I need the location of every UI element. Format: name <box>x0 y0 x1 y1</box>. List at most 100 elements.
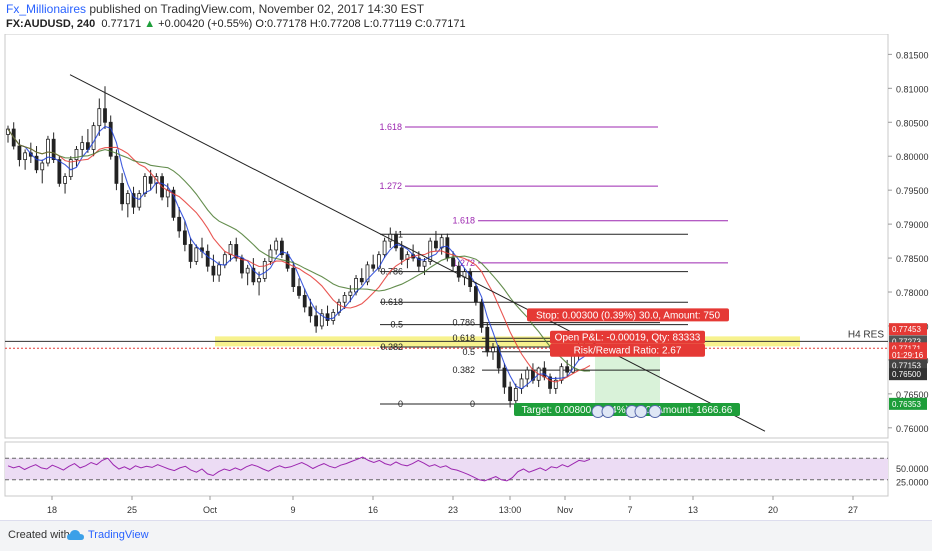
candle-body <box>120 182 125 205</box>
price-tick-label: 0.81500 <box>896 50 929 60</box>
tradingview-brand[interactable]: TradingView <box>88 529 149 541</box>
price-tick-label: 0.79000 <box>896 220 929 230</box>
rsi-tick-label: 25.0000 <box>896 478 929 488</box>
price-marker <box>889 397 927 410</box>
candle-body <box>171 189 176 218</box>
candle-body <box>114 155 119 184</box>
candle-body <box>451 257 455 267</box>
candle-body <box>342 295 347 303</box>
candle-body <box>354 278 358 293</box>
candle-body <box>371 264 376 269</box>
fib-level-label: 0.382 <box>380 342 403 352</box>
risk-reward-label-bg <box>550 343 705 357</box>
candle-body <box>502 367 507 388</box>
candle-body <box>525 369 530 380</box>
candle-body <box>365 264 370 283</box>
fib-extension-label: 1.272 <box>452 258 475 268</box>
candle-body <box>291 267 296 287</box>
time-tick-label: 9 <box>290 505 295 515</box>
candle-body <box>148 176 153 184</box>
open-pnl-label-bg <box>550 330 705 344</box>
price-tick-label: 0.78000 <box>896 288 929 298</box>
candle-body <box>46 138 50 164</box>
candle-body <box>491 347 495 353</box>
position-reward-zone <box>595 349 660 405</box>
price-tick-label: 0.78500 <box>896 254 929 264</box>
stop-label: Stop: 0.00300 (0.39%) 30.0, Amount: 750 <box>536 310 720 321</box>
chart-header: Fx_Millionaires published on TradingView… <box>0 0 932 34</box>
fib-level-label: 0.786 <box>380 267 403 277</box>
price-tick-label: 0.81000 <box>896 84 929 94</box>
candle-body <box>51 138 56 161</box>
price-marker-label: 0.77171 <box>892 344 921 353</box>
candle-body <box>439 237 444 249</box>
candle-body <box>405 254 410 260</box>
candle-body <box>97 108 102 127</box>
price-marker <box>889 368 927 381</box>
candle-body <box>302 295 307 308</box>
price-tick-label: 0.76000 <box>896 424 929 434</box>
resistance-label: H4 RES <box>848 329 884 340</box>
time-tick-label: 20 <box>768 505 778 515</box>
rsi-tick-label: 50.0000 <box>896 464 929 474</box>
rsi-line <box>7 456 591 482</box>
time-tick-label: 27 <box>848 505 858 515</box>
candle-body <box>519 378 524 389</box>
candle-body <box>473 286 478 303</box>
time-tick-label: 25 <box>127 505 137 515</box>
candle-body <box>513 388 518 402</box>
candle-body <box>279 240 284 256</box>
price-marker-label: 0.77273 <box>892 337 921 346</box>
candle-body <box>548 376 552 389</box>
fib-level-label: 1 <box>398 229 403 239</box>
candle-body <box>479 301 484 328</box>
author-link[interactable]: Fx_Millionaires <box>6 2 87 16</box>
candle-body <box>422 261 427 267</box>
candle-body <box>234 244 239 259</box>
candle-body <box>63 176 67 184</box>
candle-body <box>297 286 301 296</box>
candle-body <box>456 265 461 278</box>
rsi-band <box>5 458 888 480</box>
candle-body <box>91 125 96 150</box>
price-change: +0.00420 (+0.55%) <box>158 18 253 30</box>
candle-body <box>314 315 319 327</box>
time-tick-label: 18 <box>47 505 57 515</box>
price-chart[interactable]: 0.81500 0.81000 0.80500 0.80000 0.79500 0.790… <box>0 34 932 520</box>
candle-body <box>40 162 45 171</box>
event-flag-icon <box>601 405 615 419</box>
candle-body <box>205 250 210 267</box>
candle-body <box>103 108 107 123</box>
candle-body <box>319 313 324 327</box>
time-tick-label: 23 <box>448 505 458 515</box>
candle-body <box>177 216 182 232</box>
candle-body <box>382 240 387 256</box>
price-tick-label: 0.79500 <box>896 186 929 196</box>
candle-body <box>188 244 193 262</box>
footer-bar: Created with TradingView <box>0 520 932 551</box>
time-tick-label: 13:00 <box>499 505 522 515</box>
candle-body <box>376 254 381 269</box>
time-tick-label: Nov <box>557 505 574 515</box>
candle-body <box>194 247 199 262</box>
event-flag-icon <box>648 405 662 419</box>
candle-body <box>399 247 404 260</box>
candle-body <box>348 291 353 296</box>
candle-body <box>325 313 330 321</box>
up-arrow-icon: ▲ <box>144 18 156 30</box>
price-marker <box>889 349 927 362</box>
stop-label-bg <box>527 308 729 322</box>
risk-reward-label: Risk/Reward Ratio: 2.67 <box>574 346 682 357</box>
price-pane <box>4 34 889 439</box>
candle-body <box>268 249 273 262</box>
publish-line: Fx_Millionaires published on TradingView… <box>6 2 424 16</box>
candle-body <box>17 145 22 161</box>
candle-body <box>125 193 130 205</box>
fib-level-label: 0.786 <box>452 318 475 328</box>
candle-body <box>108 121 113 157</box>
time-tick-label: Oct <box>203 505 218 515</box>
candle-body <box>508 386 513 402</box>
event-flag-icon <box>634 405 648 419</box>
open-pnl-label: Open P&L: -0.00019, Qty: 83333 <box>555 333 701 344</box>
price-tick-label: 0.80500 <box>896 118 929 128</box>
